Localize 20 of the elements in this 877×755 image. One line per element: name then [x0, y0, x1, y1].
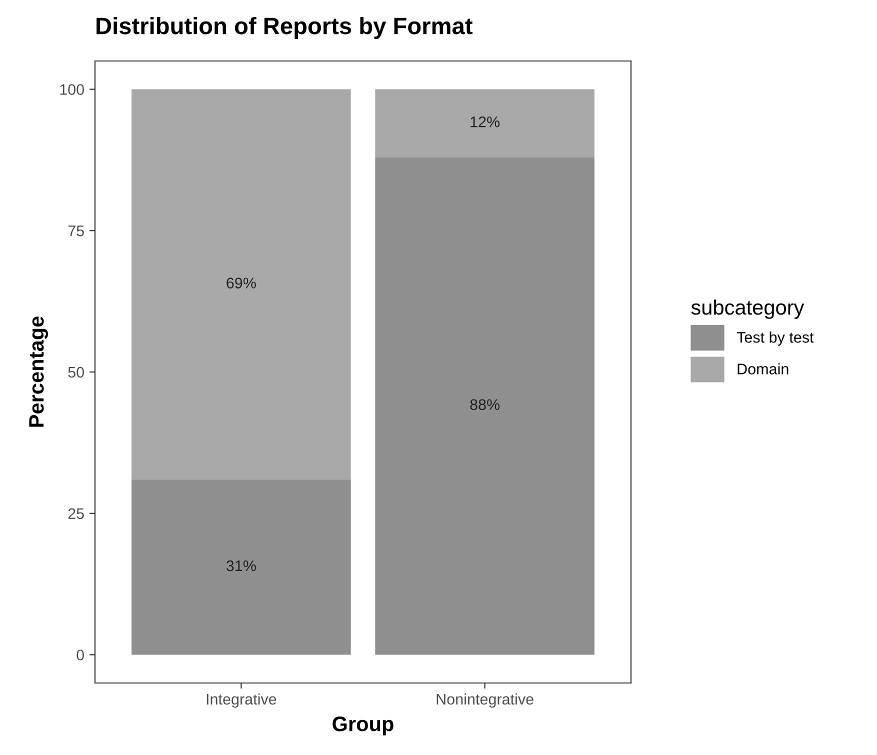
y-tick-label: 25	[68, 508, 84, 520]
x-tick-label: Integrative	[206, 693, 276, 708]
y-tick-label: 50	[68, 366, 84, 378]
legend-label: Test by test	[736, 332, 814, 346]
data-label: 88%	[470, 399, 500, 410]
data-label: 69%	[226, 278, 256, 288]
y-axis-title: Percentage	[29, 316, 48, 427]
data-label: 12%	[470, 116, 500, 128]
x-axis-title: Group	[332, 716, 394, 736]
bar	[132, 89, 351, 480]
chart-title: Distribution of Reports by Format	[96, 16, 472, 40]
y-tick-label: 100	[60, 84, 84, 95]
legend-label: Domain	[738, 363, 788, 374]
data-label: 31%	[226, 560, 256, 572]
legend-title: subcategory	[691, 299, 804, 319]
x-tick-label: Nonintegrative	[436, 693, 534, 708]
bar	[375, 89, 594, 158]
y-tick-label: 75	[68, 226, 84, 236]
y-tick-label: 0	[76, 650, 84, 660]
bar	[132, 479, 351, 655]
